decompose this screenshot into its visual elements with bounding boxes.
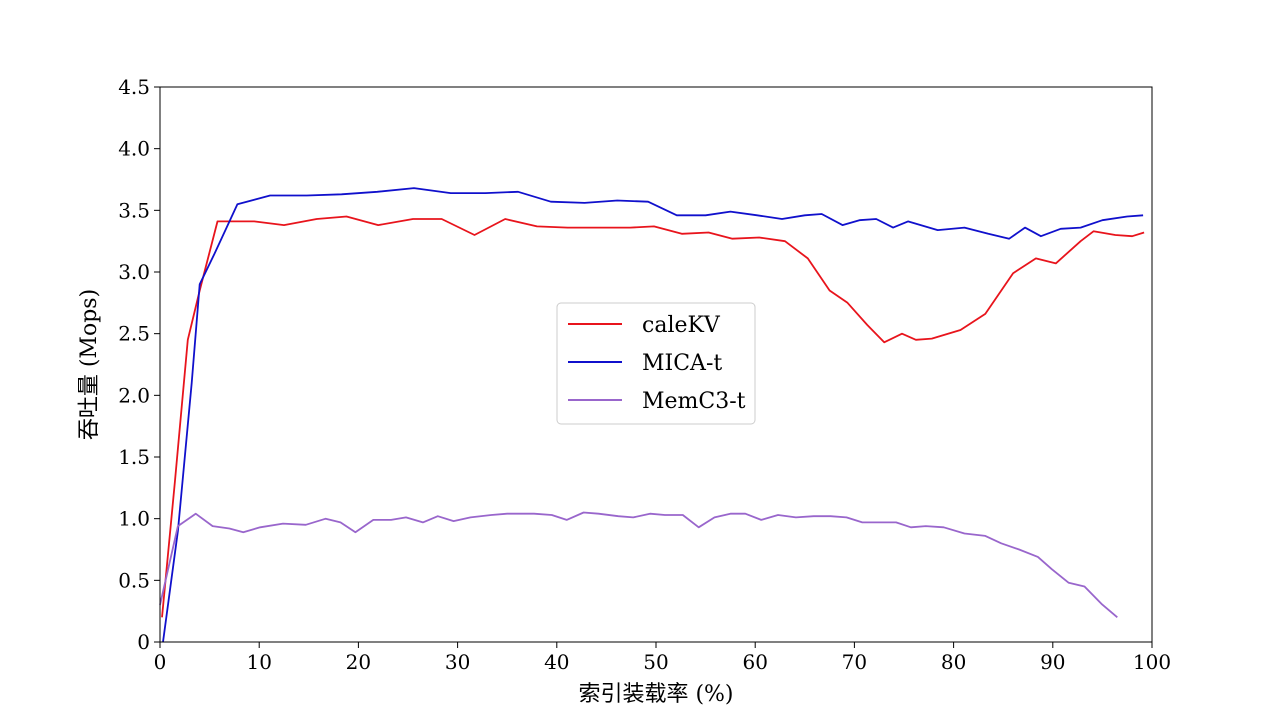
y-tick-label: 1.0	[118, 507, 150, 531]
series-line-mica-t	[162, 187, 1144, 643]
x-tick-label: 100	[1133, 650, 1171, 674]
plot-frame	[159, 86, 1153, 643]
y-tick-label: 2.5	[118, 322, 150, 346]
y-tick-label: 1.5	[118, 445, 150, 469]
y-tick-label: 2.0	[118, 383, 150, 407]
x-tick-label: 70	[842, 650, 867, 674]
legend-label-memc3-t: MemC3-t	[642, 389, 746, 414]
x-tick-label: 80	[941, 650, 966, 674]
legend-label-mica-t: MICA-t	[642, 351, 722, 376]
x-tick-label: 10	[246, 650, 271, 674]
legend: caleKV MICA-t MemC3-t	[556, 302, 756, 425]
y-tick-label: 4.0	[118, 137, 150, 161]
x-axis-label: 索引装载率 (%)	[578, 682, 733, 707]
series-lines	[159, 187, 1145, 643]
legend-label-calekv: caleKV	[642, 313, 721, 338]
y-axis-ticks: 0 0.5 1.0 1.5 2.0 2.5 3.0 3.5 4.0 4.5	[118, 75, 160, 654]
x-tick-label: 90	[1040, 650, 1065, 674]
x-tick-label: 40	[544, 650, 569, 674]
x-tick-label: 20	[346, 650, 371, 674]
y-tick-label: 4.5	[118, 75, 150, 99]
x-tick-label: 50	[643, 650, 668, 674]
y-tick-label: 0	[137, 630, 150, 654]
series-line-memc3-t	[159, 511, 1118, 618]
y-tick-label: 3.5	[118, 198, 150, 222]
series-line-calekv	[161, 215, 1145, 618]
x-axis-ticks: 0 10 20 30 40 50 60 70 80 90 100	[154, 642, 1171, 674]
x-tick-label: 60	[742, 650, 767, 674]
x-tick-label: 30	[445, 650, 470, 674]
legend-box	[556, 302, 756, 425]
y-tick-label: 3.0	[118, 260, 150, 284]
x-tick-label: 0	[154, 650, 167, 674]
y-axis-label: 吞吐量 (Mops)	[77, 289, 102, 440]
y-tick-label: 0.5	[118, 568, 150, 592]
